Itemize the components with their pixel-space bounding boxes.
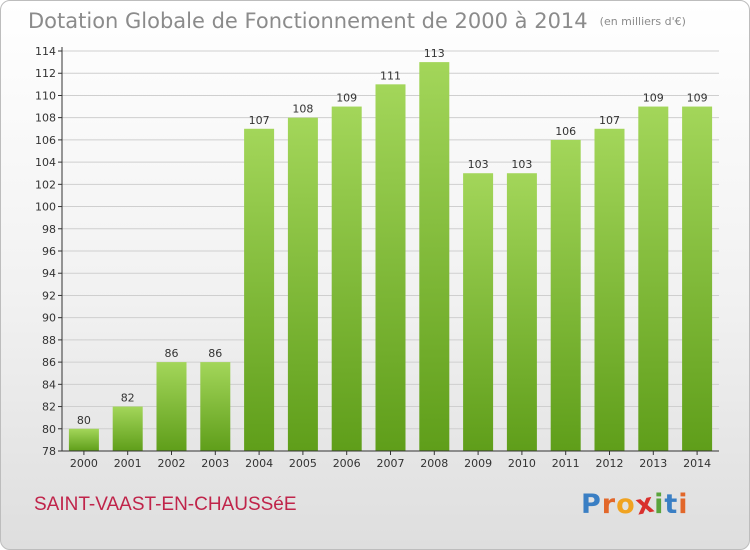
data-label: 109 [336,92,357,105]
logo-letter: i [654,489,665,520]
y-tick-label: 78 [42,445,56,458]
x-tick-label: 2009 [464,457,492,470]
bar-2001 [112,406,143,451]
data-label: 82 [121,392,135,405]
x-tick-label: 2003 [201,457,229,470]
data-label: 86 [165,347,179,360]
data-label: 106 [555,125,576,138]
bar-2008 [419,62,450,451]
bar-2012 [594,128,625,451]
bar-2002 [156,362,187,451]
bar-2005 [287,117,318,452]
y-tick-label: 98 [42,223,56,236]
x-tick-label: 2014 [683,457,711,470]
y-tick-label: 102 [35,178,56,191]
bar-2006 [331,106,362,452]
y-tick-label: 114 [35,45,56,58]
data-label: 103 [511,158,532,171]
chart-unit: (en milliers d'€) [599,15,686,28]
data-label: 111 [380,69,401,82]
chart-title-text: Dotation Globale de Fonctionnement de 20… [28,9,588,33]
y-tick-label: 80 [42,423,56,436]
data-label: 109 [643,92,664,105]
logo-letter: t [664,489,679,520]
y-tick-label: 100 [35,201,56,214]
y-tick-label: 84 [42,378,56,391]
x-tick-label: 2011 [552,457,580,470]
x-tick-label: 2013 [639,457,667,470]
bar-2007 [375,84,406,451]
y-tick-label: 88 [42,334,56,347]
x-tick-label: 2010 [508,457,536,470]
x-tick-label: 2005 [289,457,317,470]
data-label: 109 [687,92,708,105]
bar-2014 [682,106,713,452]
data-label: 86 [208,347,222,360]
y-tick-label: 94 [42,267,56,280]
y-tick-label: 96 [42,245,56,258]
y-tick-label: 110 [35,89,56,102]
data-label: 80 [77,414,91,427]
x-tick-label: 2007 [377,457,405,470]
data-label: 108 [292,103,313,116]
logo-letter: P [581,489,602,520]
bar-2013 [638,106,669,452]
logo-letter: o [616,489,636,520]
bar-2000 [68,428,99,451]
bar-2003 [200,362,231,451]
bar-2009 [463,173,494,451]
y-tick-label: 106 [35,134,56,147]
data-label: 107 [249,114,270,127]
commune-name: SAINT-VAAST-EN-CHAUSSéE [34,494,297,515]
logo-letter: i [678,489,689,520]
x-tick-label: 2001 [114,457,142,470]
y-tick-label: 90 [42,312,56,325]
x-tick-label: 2002 [158,457,186,470]
x-tick-label: 2008 [420,457,448,470]
y-tick-label: 82 [42,401,56,414]
bar-2004 [244,128,275,451]
x-tick-label: 2006 [333,457,361,470]
x-tick-label: 2012 [596,457,624,470]
y-tick-label: 108 [35,112,56,125]
data-label: 103 [468,158,489,171]
data-label: 113 [424,47,445,60]
y-tick-label: 86 [42,356,56,369]
chart-title: Dotation Globale de Fonctionnement de 20… [28,9,686,33]
y-tick-label: 104 [35,156,56,169]
x-tick-label: 2004 [245,457,273,470]
logo-letter: r [601,489,617,520]
proxiti-logo: Proxiti [581,487,689,521]
y-tick-label: 92 [42,289,56,302]
bar-2011 [550,139,581,451]
x-tick-label: 2000 [70,457,98,470]
y-tick-label: 112 [35,67,56,80]
data-label: 107 [599,114,620,127]
bar-2010 [506,173,537,451]
